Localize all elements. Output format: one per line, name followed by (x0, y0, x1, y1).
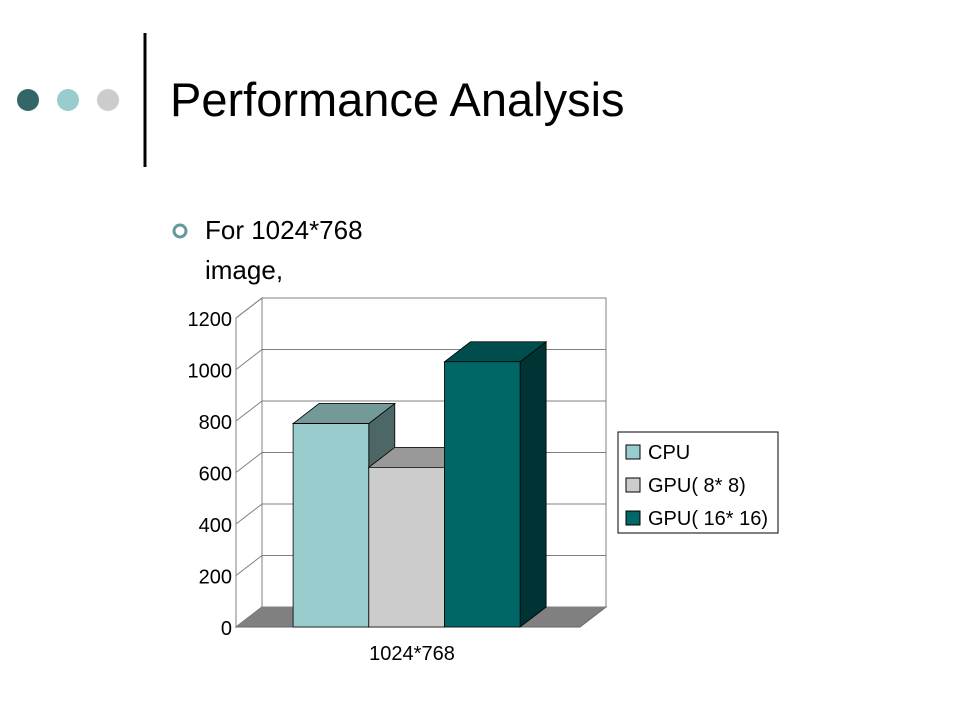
bar-front (444, 361, 521, 628)
legend-label: GPU( 16* 16) (648, 508, 768, 530)
dot (57, 89, 79, 111)
x-tick-label: 1024*768 (369, 643, 455, 665)
bar-front (368, 466, 445, 628)
bar (443, 340, 548, 628)
legend-swatch (625, 510, 641, 526)
legend-label: GPU( 8* 8) (648, 475, 746, 497)
bullet-text: For 1024*768 image, (205, 215, 363, 285)
bar-front (292, 423, 370, 628)
y-tick-label: 1200 (188, 309, 233, 331)
dot (97, 89, 119, 111)
legend-label: CPU (648, 442, 690, 464)
legend-box (617, 431, 779, 534)
y-tick-label: 400 (199, 515, 232, 537)
y-tick-label: 1000 (188, 361, 233, 383)
grid-line (235, 297, 606, 319)
y-tick-label: 800 (199, 412, 232, 434)
bullet-icon (172, 223, 188, 239)
y-tick-label: 600 (199, 464, 232, 486)
bar-side (519, 340, 547, 628)
dot (17, 89, 39, 111)
legend-swatch (625, 477, 641, 493)
legend-swatch (625, 444, 641, 460)
slide-title: Performance Analysis (170, 73, 625, 126)
y-tick-label: 0 (221, 618, 232, 640)
y-tick-label: 200 (199, 567, 232, 589)
